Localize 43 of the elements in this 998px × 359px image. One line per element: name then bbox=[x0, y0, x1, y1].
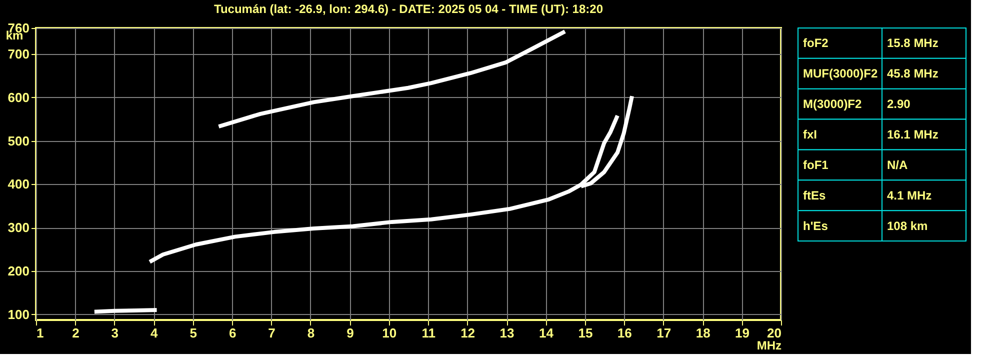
text: 45.8 MHz bbox=[887, 66, 938, 81]
y-tick-label: 200 bbox=[8, 263, 30, 278]
x-tick-label: 8 bbox=[307, 326, 315, 340]
y-tick-label: 300 bbox=[8, 220, 30, 236]
x-tick-label: 6 bbox=[228, 326, 236, 340]
text: fxI bbox=[803, 128, 818, 142]
x-tick-label: 12 bbox=[460, 326, 476, 340]
x-tick-label: 20 bbox=[767, 326, 782, 340]
text: 4.1 MHz bbox=[887, 188, 932, 202]
text: N/A bbox=[887, 158, 908, 172]
text: 2.90 bbox=[887, 97, 911, 112]
y-tick-label: 500 bbox=[8, 133, 30, 148]
text: 16.1 MHz bbox=[887, 128, 938, 142]
y-tick-label: 400 bbox=[8, 176, 30, 192]
x-tick-label: 13 bbox=[500, 326, 514, 340]
x-tick-label: 2 bbox=[72, 326, 80, 340]
x-tick-label: 15 bbox=[578, 326, 593, 340]
x-tick-label: 10 bbox=[382, 326, 397, 340]
x-tick-label: 18 bbox=[696, 326, 710, 340]
text: ftEs bbox=[803, 188, 826, 202]
text: h'Es bbox=[803, 218, 828, 233]
x-tick-label: 7 bbox=[268, 326, 276, 340]
text: MUF(3000)F2 bbox=[803, 66, 878, 81]
x-tick-label: 17 bbox=[656, 326, 672, 340]
x-tick-label: 16 bbox=[617, 326, 632, 340]
x-tick-label: 4 bbox=[150, 326, 159, 340]
y-tick-label: 600 bbox=[8, 90, 30, 105]
x-tick-label: 9 bbox=[346, 326, 354, 340]
text: foF1 bbox=[803, 158, 829, 172]
chart-title: Tucumán (lat: -26.9, lon: 294.6) - DATE: 2025 05 04 - TIME (UT): 18:20 bbox=[214, 2, 604, 16]
text: foF2 bbox=[803, 36, 829, 50]
y-tick-label: 100 bbox=[8, 306, 30, 322]
x-tick-label: 5 bbox=[190, 326, 197, 340]
x-tick-label: 19 bbox=[735, 326, 750, 340]
x-tick-label: 3 bbox=[111, 326, 119, 340]
x-tick-label: 1 bbox=[36, 326, 44, 340]
x-axis-title: MHz bbox=[756, 338, 782, 352]
x-tick-label: 14 bbox=[539, 326, 554, 340]
y-tick-label: 700 bbox=[8, 46, 30, 62]
text: M(3000)F2 bbox=[803, 97, 862, 112]
x-tick-label: 11 bbox=[422, 326, 436, 340]
text: 15.8 MHz bbox=[887, 36, 938, 50]
text: 108 km bbox=[887, 218, 928, 233]
